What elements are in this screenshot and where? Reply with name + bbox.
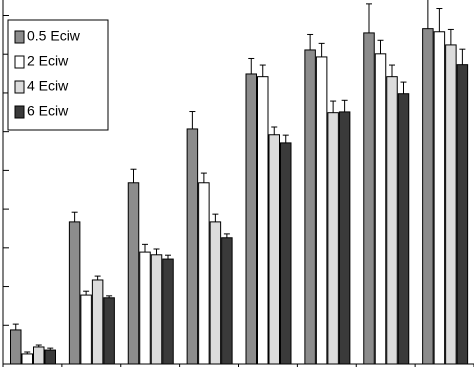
bar xyxy=(456,64,469,365)
bar xyxy=(386,76,398,365)
error-bar xyxy=(459,48,466,65)
error-bar xyxy=(366,3,372,33)
error-bar xyxy=(318,42,325,57)
bar xyxy=(198,182,210,365)
bar xyxy=(44,349,56,365)
error-bar xyxy=(400,81,407,94)
bar xyxy=(162,258,174,365)
legend-swatch xyxy=(14,30,25,44)
legend-swatch xyxy=(14,105,25,119)
error-bar xyxy=(189,111,196,129)
error-bar xyxy=(106,295,113,298)
legend-label: 0.5 Eciw xyxy=(27,28,81,44)
bar xyxy=(245,73,257,365)
bar xyxy=(33,346,45,365)
error-bar xyxy=(83,290,90,296)
legend-swatch xyxy=(14,55,25,69)
bar xyxy=(422,28,434,365)
error-bar xyxy=(248,57,255,74)
bar xyxy=(304,49,316,365)
error-bar xyxy=(330,100,337,113)
bar xyxy=(68,221,81,365)
bar xyxy=(280,142,292,365)
error-bar xyxy=(130,168,137,183)
bar xyxy=(186,128,199,365)
bar xyxy=(433,31,446,365)
bar xyxy=(150,254,163,365)
error-bar xyxy=(212,213,219,222)
error-bar xyxy=(282,134,289,143)
error-bar xyxy=(436,8,443,32)
error-bar xyxy=(447,28,454,45)
error-bar xyxy=(153,248,160,255)
bar xyxy=(139,251,151,365)
bar xyxy=(363,32,375,365)
error-bar xyxy=(389,64,395,77)
error-bar xyxy=(307,33,314,50)
bar xyxy=(315,56,328,365)
error-bar xyxy=(223,233,230,238)
error-bar xyxy=(71,211,78,222)
bar xyxy=(268,134,280,365)
error-bar xyxy=(35,344,42,347)
error-bar xyxy=(271,126,278,135)
error-bar xyxy=(12,323,19,330)
bar xyxy=(445,44,457,365)
error-bar xyxy=(165,254,171,260)
error-bar xyxy=(427,0,429,29)
error-bar xyxy=(47,347,54,351)
bar xyxy=(10,329,22,365)
error-bar xyxy=(259,64,266,77)
error-bar xyxy=(200,172,207,183)
bar xyxy=(221,237,233,365)
bar xyxy=(91,279,104,365)
error-bar xyxy=(24,351,31,354)
error-bar xyxy=(377,39,384,54)
bar xyxy=(103,297,115,365)
error-bar xyxy=(142,243,148,253)
legend-label: 6 Eciw xyxy=(27,103,69,119)
legend-label: 4 Eciw xyxy=(27,78,69,94)
error-bar xyxy=(94,275,101,280)
legend-swatch xyxy=(14,80,25,94)
error-bar xyxy=(341,99,348,112)
bar xyxy=(257,76,269,365)
bar xyxy=(397,93,410,365)
bar xyxy=(21,353,33,365)
bar xyxy=(327,112,339,365)
legend-box xyxy=(7,19,109,131)
bar xyxy=(127,182,140,365)
bar xyxy=(80,294,92,365)
bar xyxy=(374,53,387,365)
bar xyxy=(209,221,222,365)
legend-label: 2 Eciw xyxy=(27,53,69,69)
bar xyxy=(338,111,351,365)
